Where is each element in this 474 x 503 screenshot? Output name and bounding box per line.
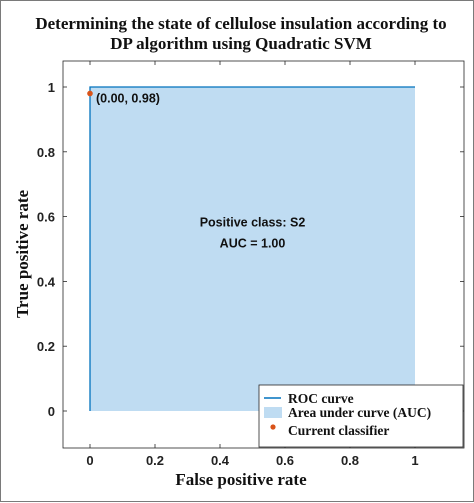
roc-curve-line — [89, 86, 415, 411]
y-tick-label: 0.6 — [37, 210, 55, 225]
x-tick-label: 0.2 — [146, 453, 164, 468]
auc-area — [90, 87, 415, 411]
current-classifier-label: (0.00, 0.98) — [96, 91, 160, 105]
y-tick-label: 0 — [48, 404, 55, 419]
positive-class-annotation: Positive class: S2 — [200, 215, 306, 229]
legend-auc-label: Area under curve (AUC) — [288, 405, 431, 420]
chart-title-line1: Determining the state of cellulose insul… — [35, 14, 446, 33]
x-axis-label: False positive rate — [175, 470, 307, 489]
x-tick-label: 0 — [86, 453, 93, 468]
y-tick-label: 1 — [48, 80, 55, 95]
y-tick-label: 0.2 — [37, 339, 55, 354]
auc-value-annotation: AUC = 1.00 — [220, 236, 286, 250]
legend-classifier-label: Current classifier — [288, 423, 389, 438]
legend-roc-label: ROC curve — [288, 391, 354, 406]
legend: ROC curve Area under curve (AUC) Current… — [258, 384, 464, 448]
x-tick-label: 0.6 — [276, 453, 294, 468]
current-classifier-point — [87, 90, 93, 97]
x-axis-ticks: 0 0.2 0.4 0.6 0.8 1 — [86, 61, 419, 468]
legend-classifier-swatch — [270, 424, 276, 430]
legend-auc-swatch — [264, 407, 282, 418]
y-tick-label: 0.4 — [37, 274, 56, 289]
legend-box — [258, 384, 464, 448]
x-tick-label: 1 — [411, 453, 418, 468]
chart-title-line2: DP algorithm using Quadratic SVM — [110, 34, 372, 53]
x-tick-label: 0.8 — [341, 453, 359, 468]
y-tick-label: 0.8 — [37, 145, 55, 160]
axes-box — [62, 60, 465, 449]
y-axis-ticks: 0 0.2 0.4 0.6 0.8 1 — [37, 80, 464, 419]
y-axis-label: True positive rate — [13, 190, 32, 319]
x-tick-label: 0.4 — [211, 453, 230, 468]
